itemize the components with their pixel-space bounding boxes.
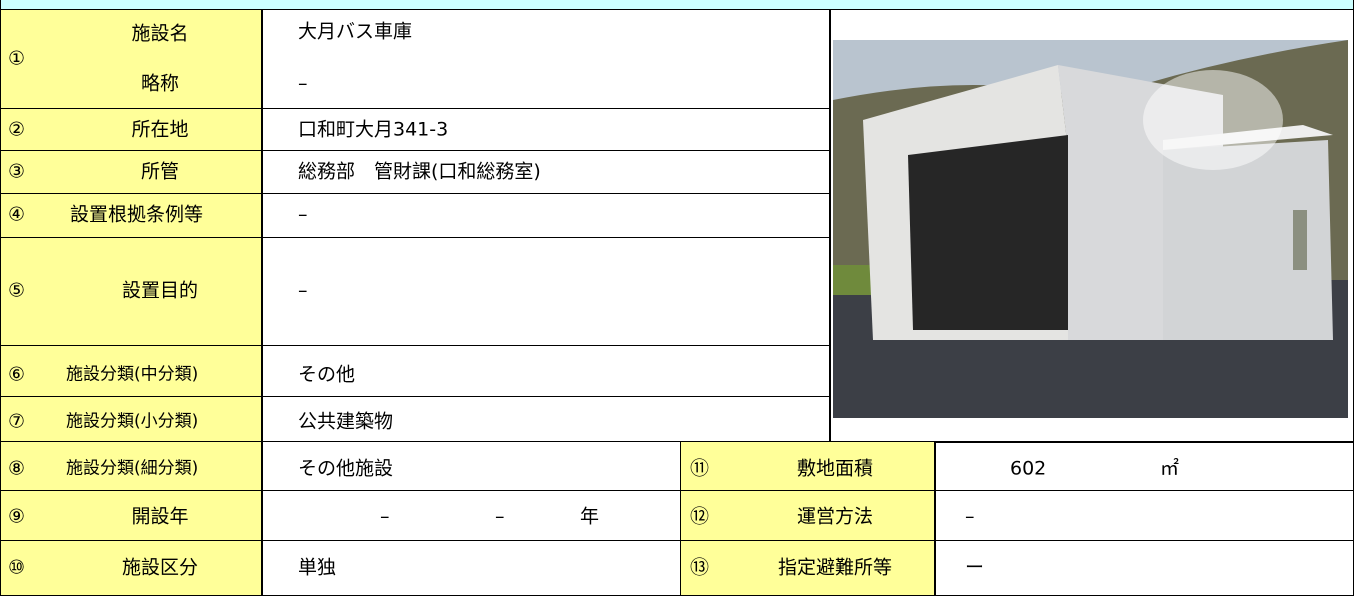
row-value: 公共建築物 <box>298 410 394 433</box>
row-value: – <box>495 505 505 528</box>
row-value: その他施設 <box>298 457 394 480</box>
row-value: – <box>298 72 308 95</box>
row-number: ⑧ <box>8 457 26 480</box>
row-value: – <box>298 279 308 302</box>
label-cell <box>0 193 263 238</box>
row-value: 単独 <box>298 556 337 579</box>
value-cell <box>934 441 1354 491</box>
row-label: 設置目的 <box>121 279 199 302</box>
row-number: ⑤ <box>8 279 26 302</box>
value-cell <box>261 490 682 541</box>
row-label: 略称 <box>140 72 180 95</box>
row-number: ⑥ <box>8 363 26 386</box>
row-value: ー <box>965 556 985 579</box>
row-value: その他 <box>298 363 356 386</box>
row-label: 施設分類(小分類) <box>66 411 199 432</box>
row-value: 大月バス車庫 <box>298 20 413 43</box>
row-value: 総務部 管財課(口和総務室) <box>298 160 541 183</box>
value-cell <box>261 193 831 238</box>
row-label: 指定避難所等 <box>777 556 893 579</box>
row-number: ③ <box>8 160 26 183</box>
label-cell <box>0 237 263 346</box>
row-unit: ㎡ <box>1160 457 1180 480</box>
row-number: ⑨ <box>8 505 26 528</box>
row-value: 602 <box>1010 457 1047 480</box>
row-label: 施設分類(細分類) <box>66 458 199 479</box>
row-label: 施設分類(中分類) <box>66 364 199 385</box>
row-label: 開設年 <box>131 505 189 528</box>
row-label: 施設区分 <box>121 556 199 579</box>
row-label: 設置根拠条例等 <box>70 203 204 226</box>
row-label: 敷地面積 <box>796 457 874 480</box>
facility-photo <box>833 40 1348 418</box>
row-number: ⑩ <box>8 556 26 579</box>
row-label: 所管 <box>140 160 180 183</box>
row-value: – <box>380 505 390 528</box>
row-value: 年 <box>580 505 600 528</box>
row-number: ② <box>8 118 26 141</box>
row-value: 口和町大月341-3 <box>298 118 449 141</box>
value-cell <box>934 490 1354 541</box>
row-number: ① <box>8 47 26 70</box>
label-cell <box>0 540 263 596</box>
row-label: 所在地 <box>131 118 189 141</box>
row-number: ⑫ <box>690 505 710 528</box>
row-label: 施設名 <box>131 22 189 45</box>
row-value: – <box>298 203 308 226</box>
label-cell <box>0 441 263 491</box>
label-cell <box>0 108 263 151</box>
value-cell <box>261 237 831 346</box>
row-number: ⑪ <box>690 457 710 480</box>
row-number: ④ <box>8 203 26 226</box>
row-value: – <box>965 505 975 528</box>
label-cell <box>0 150 263 194</box>
row-number: ⑬ <box>690 556 710 579</box>
value-cell <box>934 540 1354 596</box>
row-number: ⑦ <box>8 410 26 433</box>
row-label: 運営方法 <box>796 505 874 528</box>
